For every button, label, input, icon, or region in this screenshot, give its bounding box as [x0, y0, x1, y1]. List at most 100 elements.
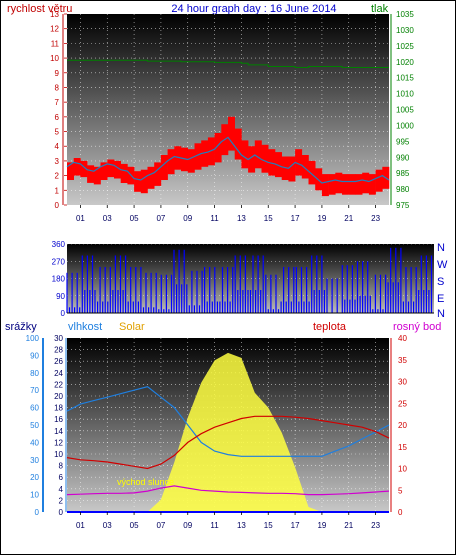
wind-gust-bar — [80, 160, 88, 178]
compass-n-bottom: N — [437, 308, 445, 320]
wind-gust-bar — [67, 162, 74, 180]
x-tick-label: 13 — [237, 521, 246, 530]
wind-gust-bar — [73, 158, 81, 176]
wind-gust-bar — [295, 149, 303, 176]
wind-gust-bar — [261, 144, 269, 173]
x-tick-label: 09 — [183, 521, 192, 530]
wind-gust-bar — [214, 133, 222, 163]
temperature-axis-tick: 20 — [398, 421, 407, 430]
x-tick-label: 03 — [103, 521, 112, 530]
x-tick-label: 17 — [291, 214, 300, 223]
compass-w: W — [437, 259, 448, 271]
wind-axis-tick: 5 — [55, 128, 60, 137]
wind-gust-bar — [254, 140, 262, 169]
wind-gust-bar — [288, 156, 296, 182]
wind-speed-label: rychlost větru — [7, 3, 72, 15]
humidity-axis-tick: 18 — [54, 404, 63, 413]
wind-gust-bar — [308, 160, 316, 185]
direction-axis-tick: 360 — [52, 240, 66, 249]
humidity-axis-tick: 28 — [54, 346, 63, 355]
x-tick-label: 11 — [210, 214, 219, 223]
wind-gust-bar — [321, 174, 329, 197]
solar-label: Solar — [119, 321, 145, 333]
rain-axis-tick: 20 — [30, 473, 39, 482]
wind-gust-bar — [234, 128, 242, 160]
wind-gust-bar — [107, 159, 115, 178]
humidity-axis-tick: 26 — [54, 357, 63, 366]
humidity-axis-tick: 16 — [54, 415, 63, 424]
wind-axis-tick: 12 — [50, 25, 59, 34]
pressure-axis-tick: 1020 — [396, 58, 414, 67]
humidity-axis-tick: 24 — [54, 369, 63, 378]
x-tick-label: 21 — [344, 521, 353, 530]
pressure-axis-tick: 1030 — [396, 26, 414, 35]
pressure-axis-tick: 1035 — [396, 10, 414, 19]
wind-axis-tick: 6 — [55, 113, 60, 122]
temperature-axis-tick: 30 — [398, 378, 407, 387]
rain-axis-tick: 90 — [30, 351, 39, 360]
wind-gust-bar — [181, 147, 188, 172]
wind-gust-bar — [160, 155, 168, 180]
x-tick-label: 13 — [237, 214, 246, 223]
wind-gust-bar — [315, 168, 323, 191]
wind-gust-bar — [201, 140, 209, 167]
wind-gust-bar — [207, 137, 215, 166]
compass-s: S — [437, 276, 444, 288]
x-tick-label: 11 — [210, 521, 219, 530]
wind-gust-bar — [375, 169, 383, 192]
rain-axis-tick: 50 — [30, 421, 39, 430]
x-tick-label: 23 — [371, 521, 380, 530]
x-tick-label: 21 — [344, 214, 353, 223]
rain-axis-tick: 100 — [26, 334, 40, 343]
humidity-axis-tick: 6 — [59, 473, 64, 482]
wind-axis-tick: 8 — [55, 83, 60, 92]
x-tick-label: 05 — [130, 214, 139, 223]
wind-gust-bar — [114, 160, 121, 179]
wind-gust-bar — [120, 163, 128, 183]
rain-axis-tick: 30 — [30, 456, 39, 465]
wind-axis-tick: 9 — [55, 69, 60, 78]
wind-gust-bar — [147, 166, 155, 189]
x-tick-label: 09 — [183, 214, 192, 223]
wind-axis-tick: 4 — [55, 142, 60, 151]
wind-gust-bar — [154, 162, 162, 186]
pressure-label: tlak — [371, 3, 389, 15]
x-tick-label: 01 — [76, 214, 85, 223]
pressure-line — [67, 59, 389, 68]
temperature-axis-tick: 40 — [398, 334, 407, 343]
humidity-axis-tick: 14 — [54, 427, 63, 436]
wind-axis-tick: 10 — [50, 54, 59, 63]
x-tick-label: 23 — [371, 214, 380, 223]
temperature-label: teplota — [313, 321, 347, 333]
pressure-axis-tick: 1025 — [396, 42, 414, 51]
wind-gust-bar — [301, 155, 309, 179]
rain-axis-tick: 40 — [30, 438, 39, 447]
humidity-axis-tick: 10 — [54, 450, 63, 459]
wind-gust-bar — [368, 174, 376, 195]
sunrise-annotation: východ slunce — [117, 477, 174, 487]
humidity-axis-tick: 2 — [59, 496, 64, 505]
x-tick-label: 15 — [264, 521, 273, 530]
wind-gust-bar — [174, 146, 182, 170]
wind-speed-line — [66, 136, 390, 184]
humidity-line — [66, 386, 390, 457]
pressure-axis-tick: 1000 — [396, 121, 414, 130]
humidity-axis-tick: 4 — [59, 485, 64, 494]
wind-axis-tick: 7 — [55, 98, 60, 107]
wind-gust-bar — [187, 149, 195, 173]
direction-axis-tick: 270 — [52, 257, 66, 266]
humidity-axis-tick: 8 — [59, 462, 64, 471]
pressure-axis-tick: 975 — [396, 201, 410, 210]
temperature-axis-tick: 35 — [398, 356, 407, 365]
wind-gust-bar — [281, 156, 289, 180]
humidity-axis-tick: 0 — [59, 508, 64, 517]
wind-axis-tick: 1 — [55, 186, 60, 195]
dewpoint-line — [66, 485, 390, 496]
x-tick-label: 07 — [156, 214, 165, 223]
pressure-axis-tick: 995 — [396, 137, 410, 146]
graph-title: 24 hour graph day : 16 June 2014 — [171, 3, 336, 15]
humidity-axis-tick: 20 — [54, 392, 63, 401]
temperature-axis-tick: 0 — [398, 508, 403, 517]
rain-axis-tick: 10 — [30, 491, 39, 500]
